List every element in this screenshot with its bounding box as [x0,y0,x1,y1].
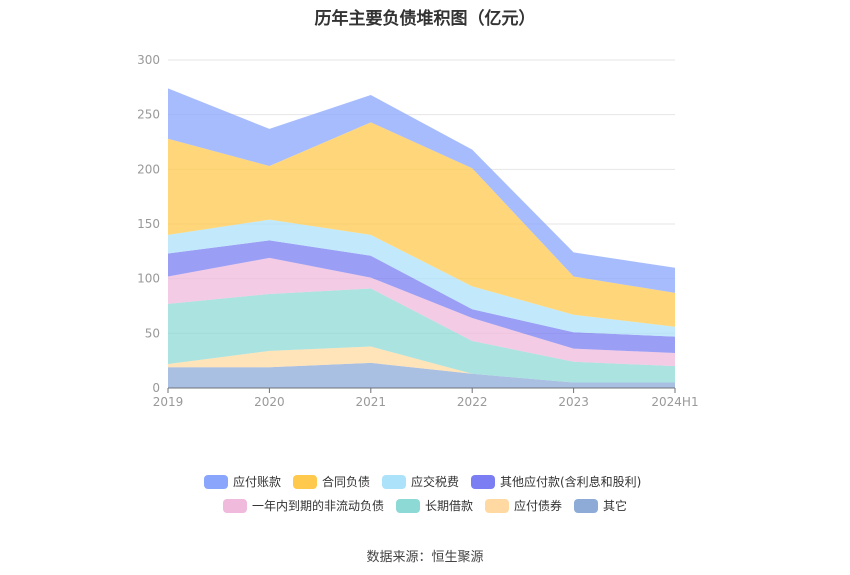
x-tick-label: 2019 [153,395,184,409]
legend-item[interactable]: 应交税费 [382,474,459,489]
y-tick-label: 300 [137,53,160,67]
legend-item[interactable]: 应付债券 [485,498,562,513]
data-source: 数据来源：恒生聚源 [366,550,484,565]
area-series[interactable] [168,219,675,337]
area-layers [168,88,675,388]
legend-item[interactable]: 应付账款 [204,474,281,489]
legend-swatch [382,475,406,489]
area-series[interactable] [168,88,675,293]
y-tick-label: 150 [137,217,160,231]
legend-swatch [574,499,598,513]
x-tick-label: 2020 [254,395,285,409]
y-tick-label: 50 [145,326,160,340]
chart-title: 历年主要负债堆积图（亿元） [314,9,536,29]
area-series[interactable] [168,257,675,367]
area-series[interactable] [168,362,675,388]
y-tick-label: 0 [152,381,160,395]
legend[interactable]: 应付账款 合同负债 应交税费 其他应付款(含利息和股利) 一年内到期的非流动负债 长期借款… [204,474,641,513]
legend-label: 其它 [603,498,627,513]
legend-label: 合同负债 [322,474,370,489]
legend-swatch [293,475,317,489]
legend-label: 其他应付款(含利息和股利) [500,474,641,489]
x-tick-label: 2024H1 [651,395,698,409]
legend-item[interactable]: 长期借款 [396,499,473,513]
legend-label: 应付债券 [514,498,562,513]
area-series[interactable] [168,346,675,383]
x-tick-label: 2022 [457,395,488,409]
legend-swatch [396,499,420,513]
y-tick-label: 200 [137,162,160,176]
axes: 0 50 100 150 200 250 300 2019 2020 2021 2022 2023 20… [137,53,699,409]
legend-label: 一年内到期的非流动负债 [252,498,384,513]
y-tick-label: 250 [137,108,160,122]
legend-item[interactable]: 合同负债 [293,474,370,489]
x-tick-label: 2023 [558,395,589,409]
area-series[interactable] [168,122,675,327]
legend-item[interactable]: 其它 [574,498,627,513]
legend-swatch [471,475,495,489]
legend-swatch [223,499,247,513]
area-series[interactable] [168,288,675,383]
legend-item[interactable]: 其他应付款(含利息和股利) [471,474,641,489]
y-tick-label: 100 [137,272,160,286]
legend-swatch [485,499,509,513]
legend-item[interactable]: 一年内到期的非流动负债 [223,498,384,513]
legend-swatch [204,475,228,489]
legend-label: 长期借款 [425,499,473,513]
x-tick-label: 2021 [356,395,387,409]
legend-label: 应交税费 [411,474,459,489]
area-series[interactable] [168,240,675,354]
legend-label: 应付账款 [233,474,281,489]
